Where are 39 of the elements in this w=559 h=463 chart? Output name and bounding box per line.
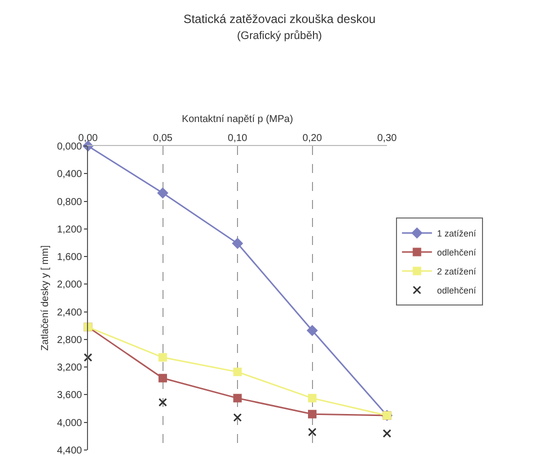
point (233, 368, 242, 376)
y-tick-label: 4,400 (56, 446, 82, 456)
y-tick-label: 1,600 (56, 252, 82, 264)
y-tick-label: 4,000 (56, 418, 82, 429)
chart-title: Statická zatěžovaci zkouška deskou (183, 12, 376, 26)
y-tick-label: 0,800 (56, 196, 82, 208)
x-tick-label: 0,10 (228, 133, 248, 144)
point (306, 325, 318, 336)
x-tick-label: 0,05 (153, 133, 173, 144)
point (158, 398, 167, 407)
legend-label: odlehčení (436, 286, 476, 296)
y-tick-label: 1,200 (56, 224, 82, 236)
x-axis-title: Kontaktní napětí p (MPa) (182, 114, 294, 125)
point (233, 394, 242, 402)
x-tick-label: 0,00 (78, 133, 98, 144)
y-tick-label: 0,000 (56, 142, 82, 152)
point (308, 394, 316, 402)
x-tick-label: 0,20 (302, 133, 322, 144)
point (158, 374, 167, 382)
legend-label: 1 zatížení (436, 228, 476, 239)
y-tick-label: 2,800 (56, 334, 82, 346)
y-tick-label: 2,000 (56, 280, 82, 291)
y-tick-label: 3,200 (56, 362, 82, 374)
y-tick-label: 0,400 (56, 169, 82, 180)
point (308, 410, 316, 418)
y-tick-label: 3,600 (56, 390, 82, 402)
x-tick-label: 0,30 (377, 133, 398, 144)
point (84, 353, 92, 362)
point (308, 428, 316, 436)
legend-label: 2 zatížení (436, 266, 476, 277)
y-axis-title: Zatlačení desky y [ mm] (40, 244, 51, 351)
point (158, 353, 167, 362)
point (232, 238, 243, 249)
point (233, 413, 242, 422)
point (382, 429, 392, 438)
y-tick-label: 2,400 (56, 307, 82, 318)
chart-subtitle: (Grafický průběh) (237, 30, 322, 42)
legend-label: odlehčení (436, 248, 476, 258)
point (157, 188, 168, 198)
